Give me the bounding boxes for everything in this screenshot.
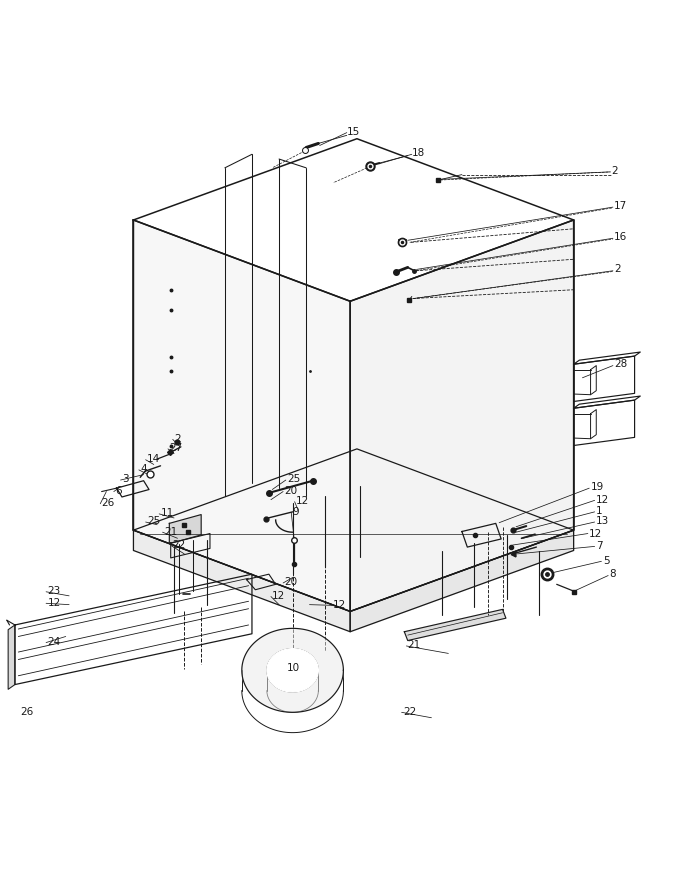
Polygon shape bbox=[350, 220, 574, 611]
Text: 2: 2 bbox=[174, 434, 181, 444]
Text: 6: 6 bbox=[115, 486, 122, 496]
Polygon shape bbox=[405, 609, 506, 641]
Text: 20: 20 bbox=[284, 486, 298, 496]
Text: 12: 12 bbox=[596, 495, 609, 504]
Text: 8: 8 bbox=[609, 569, 616, 579]
Text: 12: 12 bbox=[48, 598, 61, 608]
Text: 22: 22 bbox=[173, 540, 186, 550]
Polygon shape bbox=[8, 625, 15, 690]
Text: 24: 24 bbox=[48, 637, 61, 647]
Text: 1: 1 bbox=[596, 506, 602, 516]
Text: 17: 17 bbox=[614, 201, 628, 211]
Text: 28: 28 bbox=[614, 359, 628, 369]
Text: 12: 12 bbox=[296, 496, 309, 506]
Polygon shape bbox=[242, 628, 343, 712]
Text: 3: 3 bbox=[122, 474, 129, 485]
Text: 14: 14 bbox=[147, 454, 160, 464]
Text: 16: 16 bbox=[614, 232, 628, 242]
Text: 9: 9 bbox=[292, 507, 299, 517]
Text: 2: 2 bbox=[611, 167, 617, 176]
Text: 13: 13 bbox=[596, 517, 609, 527]
Polygon shape bbox=[350, 530, 574, 632]
Text: 23: 23 bbox=[48, 586, 61, 596]
Text: 22: 22 bbox=[403, 707, 416, 716]
Text: 20: 20 bbox=[284, 577, 298, 587]
Text: 5: 5 bbox=[602, 556, 609, 566]
Text: 27: 27 bbox=[169, 443, 183, 454]
Text: 18: 18 bbox=[412, 148, 425, 158]
Text: 12: 12 bbox=[589, 528, 602, 538]
Text: 25: 25 bbox=[147, 517, 160, 527]
Text: 25: 25 bbox=[287, 474, 301, 485]
Text: 12: 12 bbox=[272, 591, 286, 601]
Polygon shape bbox=[133, 530, 350, 632]
Text: 26: 26 bbox=[20, 707, 33, 716]
Polygon shape bbox=[267, 649, 318, 692]
Polygon shape bbox=[169, 515, 201, 544]
Text: 26: 26 bbox=[101, 498, 115, 508]
Text: 7: 7 bbox=[596, 541, 602, 551]
Text: 19: 19 bbox=[590, 483, 604, 493]
Text: 21: 21 bbox=[408, 641, 421, 650]
Text: 10: 10 bbox=[287, 663, 301, 673]
Text: 2: 2 bbox=[614, 265, 621, 274]
Text: 11: 11 bbox=[160, 508, 174, 519]
Text: 12: 12 bbox=[333, 600, 347, 609]
Polygon shape bbox=[133, 220, 350, 611]
Text: 15: 15 bbox=[347, 127, 360, 137]
Text: 21: 21 bbox=[164, 527, 177, 536]
Text: 4: 4 bbox=[140, 464, 147, 474]
